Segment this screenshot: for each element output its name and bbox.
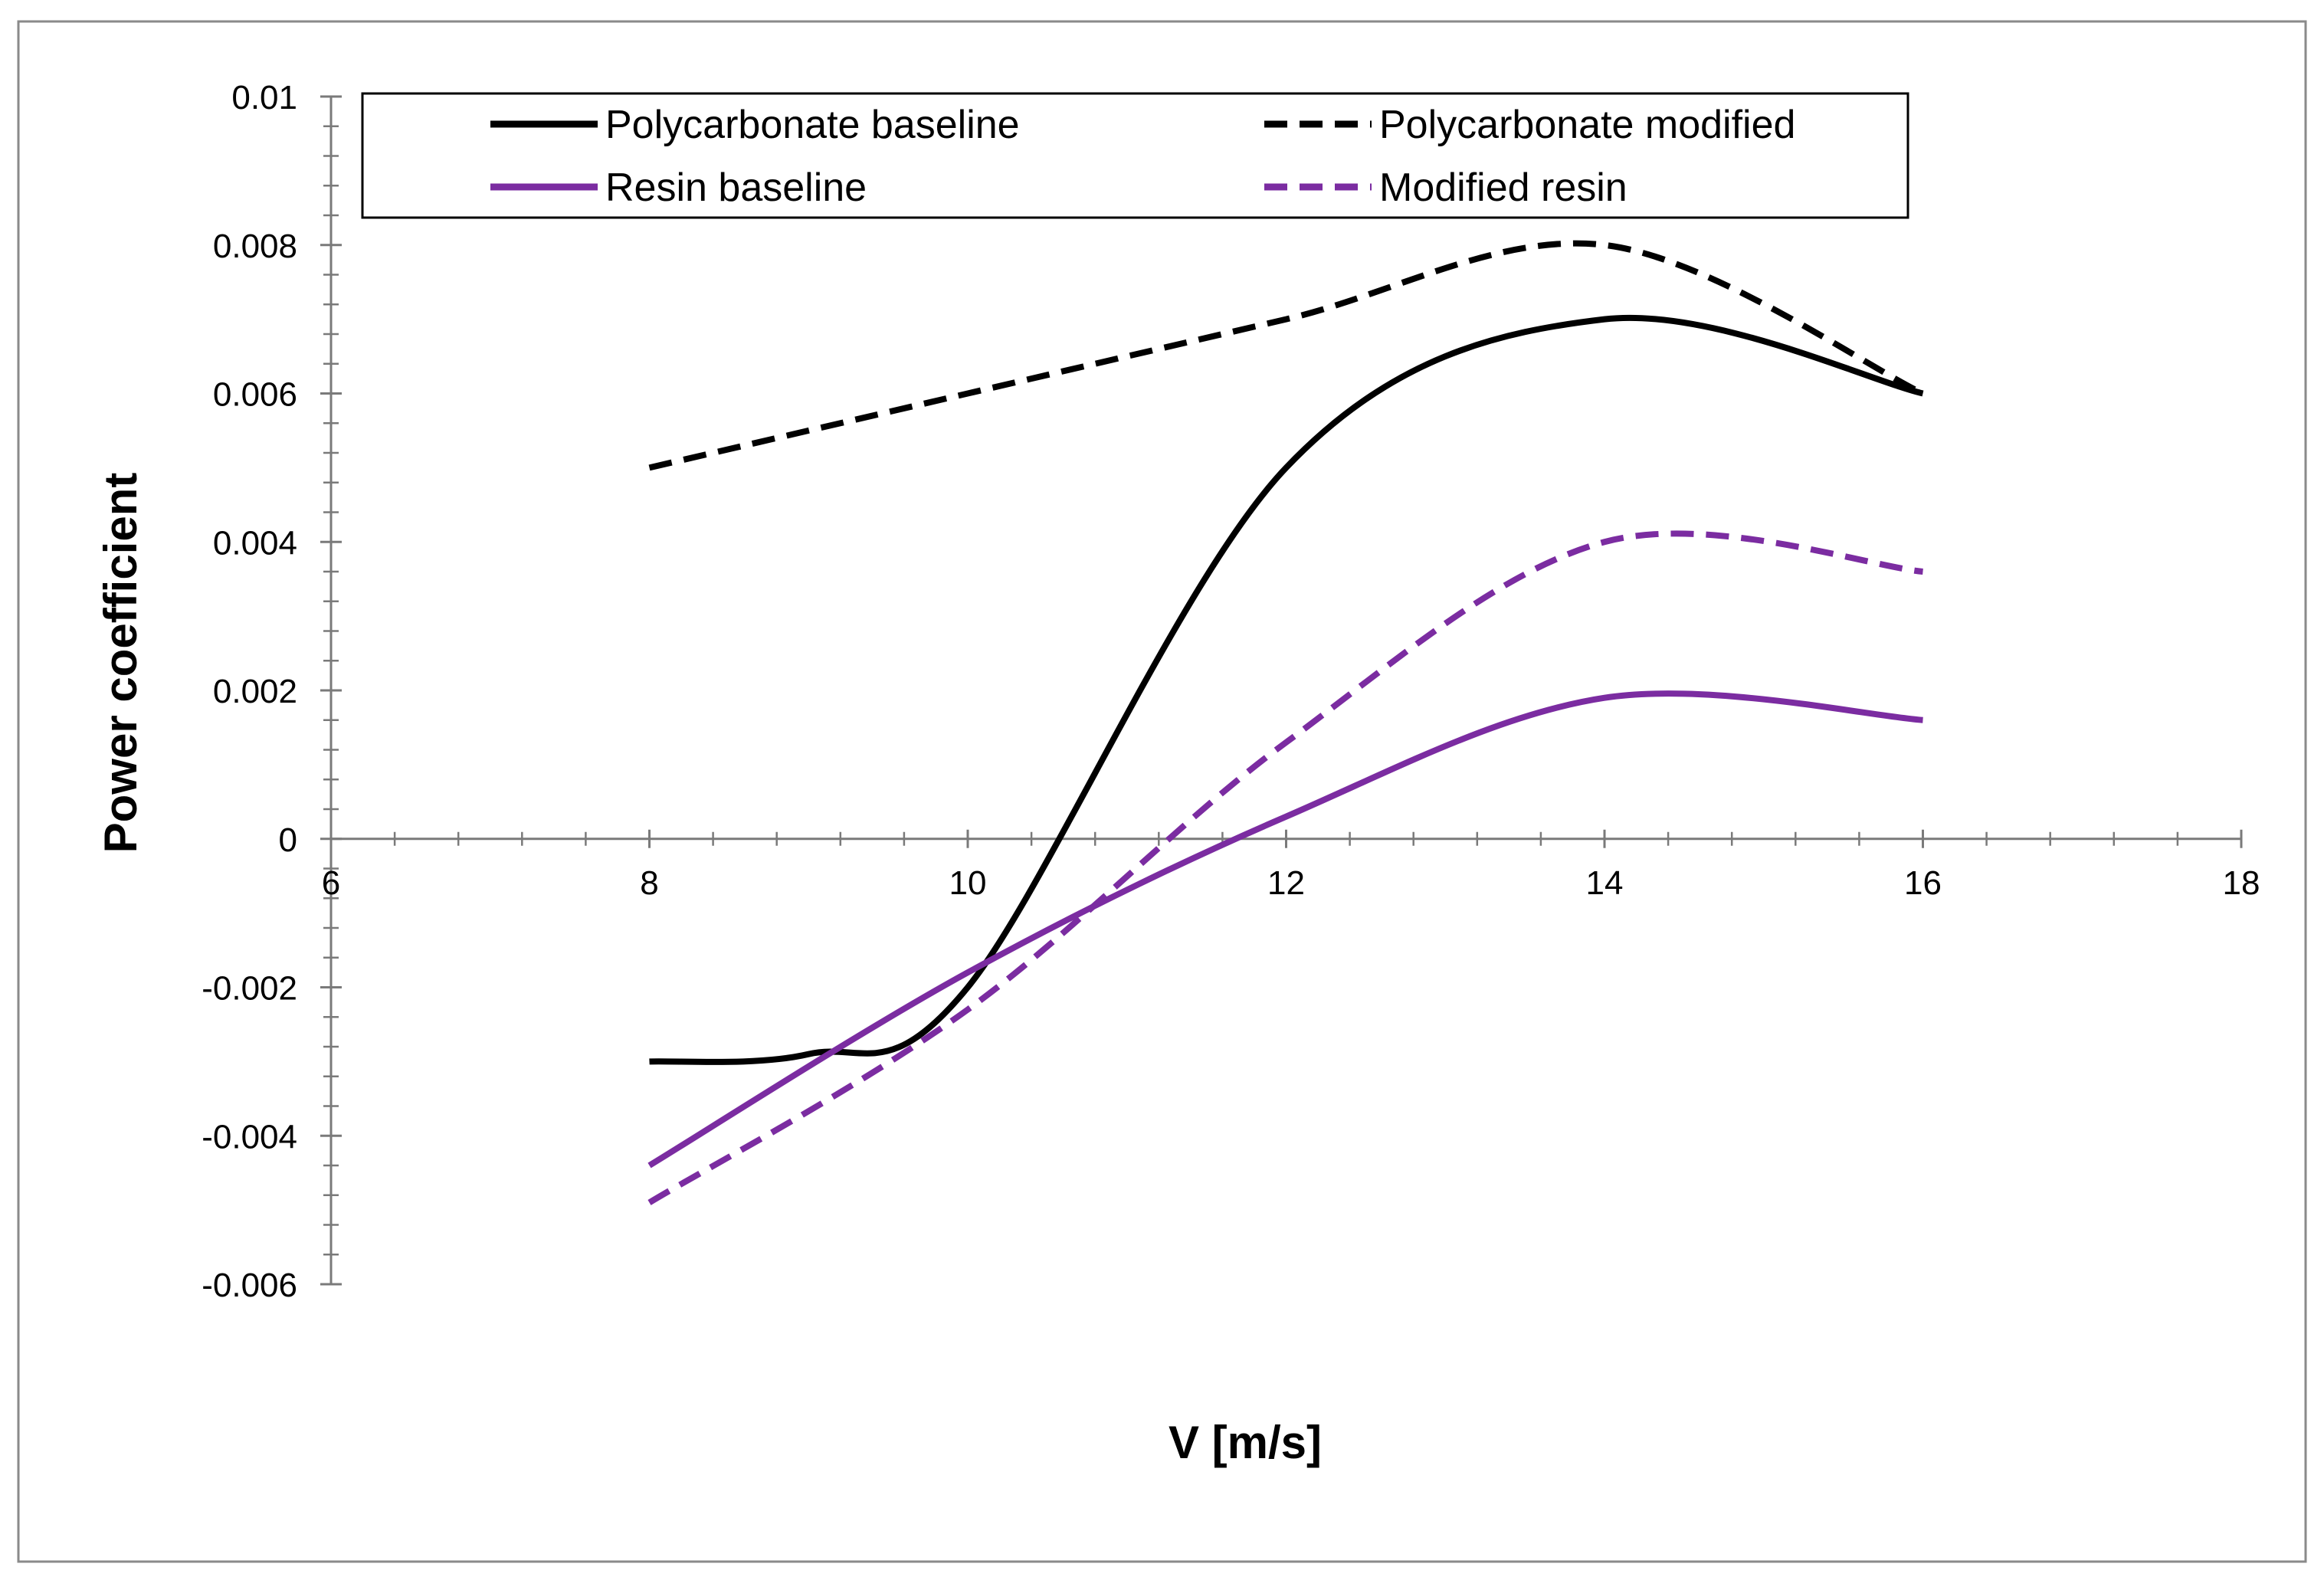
legend-label-resin-baseline: Resin baseline [605,166,867,210]
axes: 6 8 10 12 14 16 18 0.01 0.008 0.006 0.004 0.002 0 -0.… [202,79,2260,1304]
x-tick-label: 10 [949,864,987,902]
y-tick-label: -0.006 [202,1267,297,1304]
x-tick-label: 12 [1267,864,1305,902]
x-tick-label: 6 [322,864,340,902]
series-line-resin-baseline [647,690,1923,1169]
y-tick-label: 0.002 [213,673,297,710]
chart-frame [17,20,2307,1563]
series-line-polycarbonate-modified [648,240,1925,471]
legend-label-polycarbonate-baseline: Polycarbonate baseline [605,103,1020,147]
y-axis-title: Power coefficient [95,473,146,854]
y-tick-label: -0.002 [202,970,297,1008]
legend-label-polycarbonate-modified: Polycarbonate modified [1379,103,1795,147]
y-tick-label: 0 [279,821,297,859]
series-line-modified-resin [647,530,1923,1205]
y-tick-label: 0.008 [213,228,297,265]
legend-label-modified-resin: Modified resin [1379,166,1627,210]
x-tick-label: 18 [2223,864,2260,902]
x-axis-title: V [m/s] [1169,1417,1322,1468]
series-line-polycarbonate-baseline [649,314,1924,1065]
x-tick-label: 14 [1586,864,1624,902]
plot-area [647,240,1925,1205]
legend-box [361,92,1909,219]
legend: Polycarbonate baseline Polycarbonate modi… [361,92,1909,219]
x-tick-label: 16 [1904,864,1942,902]
x-tick-label: 8 [640,864,658,902]
y-tick-label: 0.006 [213,376,297,414]
y-tick-label: 0.01 [231,79,297,116]
y-tick-label: 0.004 [213,524,297,562]
y-tick-label: -0.004 [202,1118,297,1155]
